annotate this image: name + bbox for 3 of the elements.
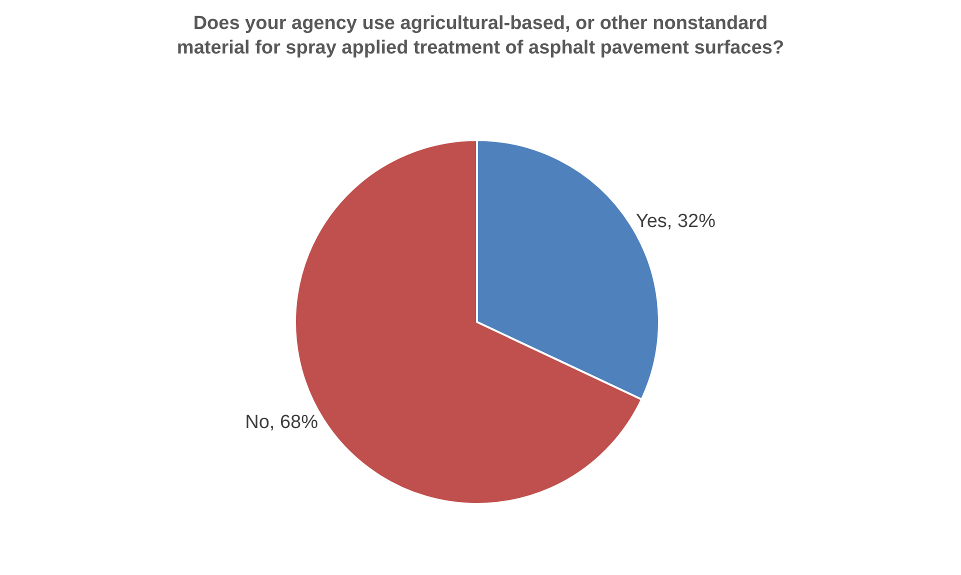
slice-label: Yes, 32% xyxy=(636,210,716,232)
slice-label: No, 68% xyxy=(245,412,318,434)
chart-title: Does your agency use agricultural-based, or other nonstandard material for spray applied treatment of asphalt pavement surfaces? xyxy=(176,12,784,58)
